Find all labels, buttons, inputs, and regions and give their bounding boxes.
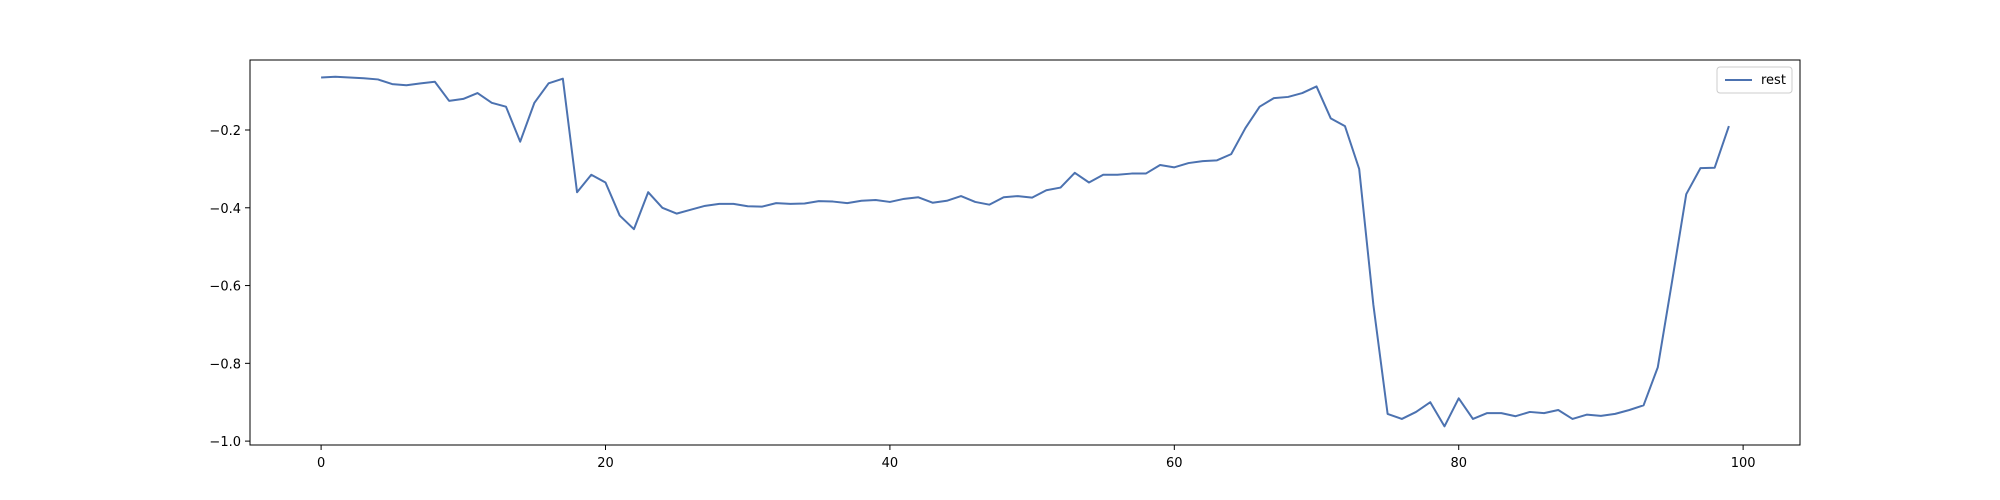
series-line-rest [321, 75, 1730, 428]
axes-frame [249, 59, 1801, 446]
legend: rest [1716, 66, 1793, 94]
x-tick-label: 60 [1166, 456, 1183, 471]
x-axis: 0 20 40 60 80 100 [317, 445, 1756, 471]
y-axis: −1.0 −0.8 −0.6 −0.4 −0.2 [209, 124, 250, 450]
x-tick-label: 100 [1731, 456, 1756, 471]
y-tick-label: −0.8 [209, 357, 241, 372]
series-layer [321, 75, 1730, 428]
plot-area: 0 20 40 60 80 100 −1.0 −0.8 −0.6 −0.4 −0.2 [209, 59, 1801, 471]
y-tick-label: −0.4 [209, 202, 241, 217]
y-tick-label: −0.6 [209, 280, 241, 295]
x-tick-label: 40 [882, 456, 899, 471]
legend-box [1716, 66, 1793, 94]
y-tick-label: −0.2 [209, 124, 241, 139]
legend-label-rest: rest [1761, 73, 1786, 88]
x-tick-label: 20 [597, 456, 614, 471]
x-tick-label: 80 [1450, 456, 1467, 471]
y-tick-label: −1.0 [209, 435, 241, 450]
x-tick-label: 0 [317, 456, 325, 471]
